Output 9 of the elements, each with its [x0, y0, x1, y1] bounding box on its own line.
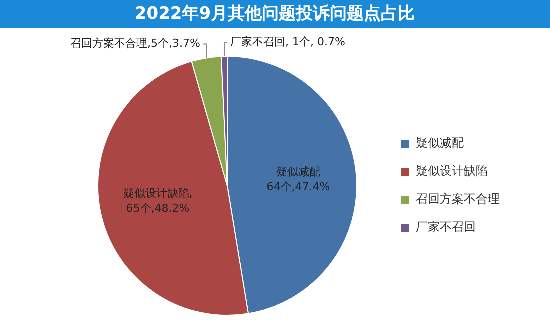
data-label: 厂家不召回, 1个, 0.7% [230, 35, 346, 48]
legend-label: 疑似设计缺陷 [416, 164, 488, 178]
data-label: 疑似减配 64个,47.4% [266, 166, 330, 194]
chart-title: 2022年9月其他问题投诉问题点占比 [0, 0, 550, 28]
legend-label: 疑似减配 [416, 136, 464, 150]
legend-label: 召回方案不合理 [416, 192, 500, 206]
data-label: 疑似设计缺陷, 65个,48.2% [123, 186, 193, 215]
data-label: 召回方案不合理,5个,3.7% [70, 37, 200, 50]
legend-label: 厂家不召回 [416, 220, 476, 234]
